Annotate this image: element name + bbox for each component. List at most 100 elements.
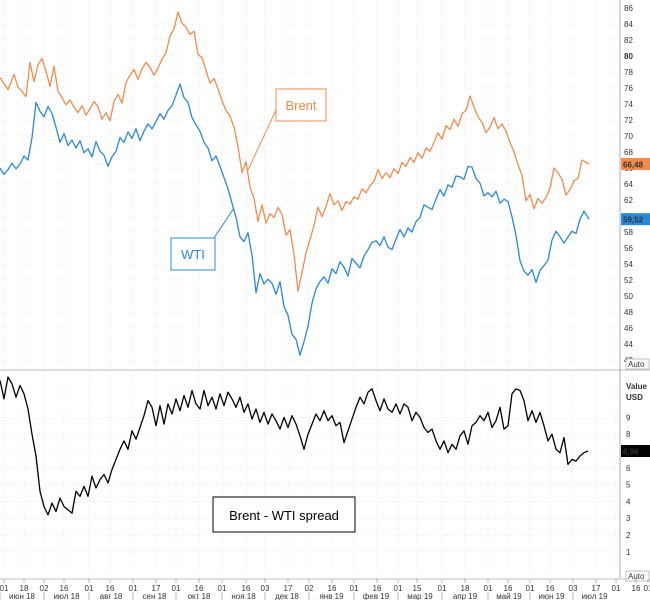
- x-month-label: сен 18: [143, 592, 168, 600]
- x-tick-label: 17: [284, 584, 293, 593]
- top-panel-series: [0, 11, 590, 356]
- x-tick-label: 02: [40, 584, 49, 593]
- series-line-wti: [0, 83, 590, 356]
- y-tick-label: 3: [626, 514, 631, 523]
- x-month-label: мар 19: [407, 592, 433, 600]
- x-tick-label: 03: [261, 584, 270, 593]
- x-tick-label: 18: [461, 584, 470, 593]
- x-month-label: ноя 18: [231, 592, 256, 600]
- x-month-label: авг 18: [100, 592, 123, 600]
- y-tick-label: 78: [624, 68, 633, 77]
- spread-label-box: [212, 496, 356, 533]
- x-tick-label: 01: [350, 584, 359, 593]
- last-value-label: 59,52: [623, 216, 644, 225]
- y-tick-label: 64: [624, 180, 633, 189]
- x-tick-label: 01: [218, 584, 227, 593]
- x-tick-label: 16: [328, 584, 337, 593]
- y-tick-label: 68: [624, 148, 633, 157]
- y-tick-label: 44: [624, 340, 633, 349]
- y-tick-label: 1: [626, 548, 631, 557]
- bottom-panel-grid: [0, 372, 620, 572]
- y-tick-label: 6: [626, 464, 631, 473]
- last-value-badge: [621, 444, 650, 457]
- x-tick-label: 01: [612, 584, 621, 593]
- bottom-panel-series: [0, 376, 589, 516]
- x-month-label: окт 18: [188, 592, 211, 600]
- wti-label-box: [170, 237, 216, 271]
- y-tick-label: 5: [626, 481, 631, 490]
- y-tick-label: 74: [624, 100, 633, 109]
- x-month-label: июл 18: [53, 592, 80, 600]
- y-tick-label: 46: [624, 324, 633, 333]
- x-tick-label: 02: [305, 584, 314, 593]
- x-tick-label: 01: [484, 584, 493, 593]
- y-tick-label: 62: [624, 196, 633, 205]
- auto-scale-label: Auto: [628, 572, 645, 581]
- y-tick-label: 72: [624, 116, 633, 125]
- x-tick-label: 16: [106, 584, 115, 593]
- x-tick-label: 16: [195, 584, 204, 593]
- y-tick-label: 48: [624, 308, 633, 317]
- x-tick-label: 16: [242, 584, 251, 593]
- x-tick-label: 01: [438, 584, 447, 593]
- y-tick-label: 54: [624, 260, 633, 269]
- y-tick-label: 84: [624, 20, 633, 29]
- x-month-label: дек 18: [275, 592, 299, 600]
- x-tick-label: 15: [413, 584, 422, 593]
- x-tick-label: 17: [152, 584, 161, 593]
- y-tick-label: 50: [624, 292, 633, 301]
- x-tick-label: 16: [504, 584, 513, 593]
- x-tick-label: 16: [60, 584, 69, 593]
- x-tick-label: 01: [129, 584, 138, 593]
- last-value-label: 66,48: [623, 161, 644, 170]
- x-tick-label: 01: [172, 584, 181, 593]
- x-tick-label: 16: [546, 584, 555, 593]
- series-line-brent: [0, 11, 590, 292]
- brent-callout-line: [247, 109, 277, 171]
- annotations: Brent WTI Brent - WTI spread: [170, 88, 356, 533]
- y-tick-label: 70: [624, 132, 633, 141]
- brent-label-box: [275, 88, 327, 122]
- x-tick-label: 16: [373, 584, 382, 593]
- spread-label: Brent - WTI spread: [229, 508, 339, 523]
- y-tick-label: 8: [626, 430, 631, 439]
- y-tick-label: 76: [624, 84, 633, 93]
- x-month-label: янв 19: [319, 592, 344, 600]
- y-tick-label: 56: [624, 244, 633, 253]
- x-month-label: июл 19: [581, 592, 608, 600]
- x-tick-label: 01: [0, 584, 9, 593]
- wti-label: WTI: [181, 247, 205, 262]
- y-tick-label: 52: [624, 276, 633, 285]
- y-tick-label: 2: [626, 531, 631, 540]
- y-tick-label: 4: [626, 497, 631, 506]
- last-value-badge: [621, 213, 650, 226]
- x-tick-label: 01: [394, 584, 403, 593]
- x-tick-label: 01: [526, 584, 535, 593]
- x-tick-label: 01: [85, 584, 94, 593]
- x-month-label: май 19: [496, 592, 522, 600]
- last-value-badge: [621, 158, 650, 170]
- auto-scale-button[interactable]: [625, 570, 650, 582]
- x-month-label: фев 19: [363, 592, 390, 600]
- y-tick-label: 86: [624, 4, 633, 13]
- x-tick-label: 16: [632, 584, 641, 593]
- y-axis-unit: USD: [626, 393, 643, 402]
- x-month-label: июн 19: [538, 592, 565, 600]
- auto-scale-button[interactable]: [625, 358, 650, 370]
- x-tick-label: 03: [569, 584, 578, 593]
- y-tick-label: 80: [624, 52, 633, 61]
- x-tick-label: 17: [592, 584, 601, 593]
- x-tick-label: 01: [644, 584, 650, 593]
- y-tick-label: 82: [624, 36, 633, 45]
- x-month-label: июн 18: [9, 592, 36, 600]
- wti-callout-line: [213, 207, 235, 239]
- auto-scale-label: Auto: [628, 360, 645, 369]
- series-line-brent-wti-spread: [0, 376, 589, 516]
- last-value-label: 6,96: [623, 447, 639, 456]
- x-tick-label: 18: [20, 584, 29, 593]
- top-panel-grid: [0, 0, 620, 368]
- y-axis-label: Value: [626, 382, 647, 391]
- brent-label: Brent: [285, 98, 316, 113]
